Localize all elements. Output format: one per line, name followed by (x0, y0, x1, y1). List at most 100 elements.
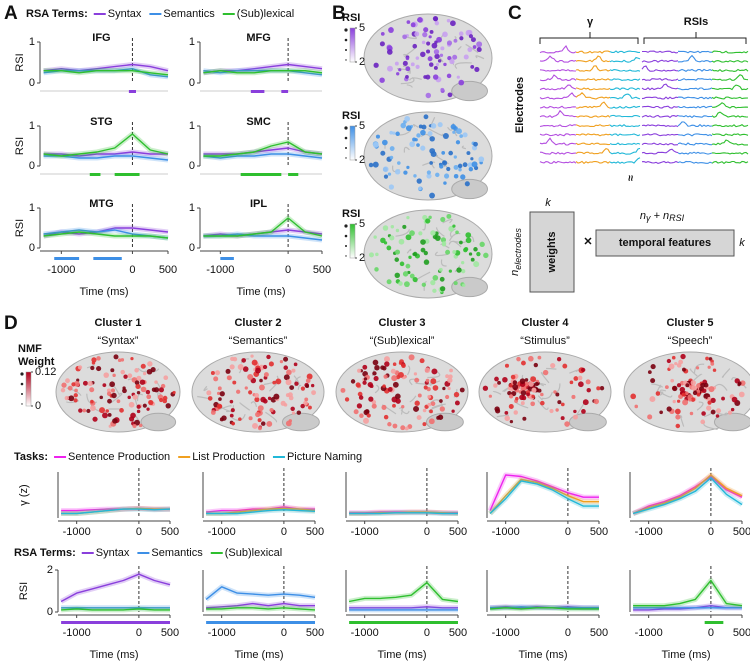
line-plot: -1000 0 500 (629, 468, 750, 538)
electrode (285, 420, 292, 427)
sulcus (693, 363, 705, 373)
size-key (21, 403, 23, 405)
electrode (136, 404, 141, 409)
electrode (731, 396, 738, 403)
electrode (383, 414, 389, 420)
x-tick-label: 0 (708, 627, 714, 639)
electrode (421, 124, 427, 130)
y-tick-label: 0 (29, 242, 35, 254)
electrode (462, 283, 466, 287)
electrode (452, 130, 456, 134)
electrode (248, 416, 253, 421)
electrode (305, 384, 310, 388)
electrode (146, 368, 153, 375)
electrode (460, 174, 466, 180)
significance-bar (220, 257, 234, 260)
legend-label: Sentence Production (68, 451, 170, 463)
electrode (430, 279, 436, 286)
electrode (359, 413, 364, 418)
size-key (345, 245, 347, 247)
electrode (413, 372, 418, 376)
electrode (710, 361, 715, 366)
electrode (380, 150, 386, 156)
electrode (127, 373, 133, 379)
electrode (406, 20, 411, 24)
electrode (106, 388, 111, 393)
electrode (478, 156, 485, 163)
electrode (435, 172, 440, 178)
electrode (401, 363, 406, 368)
series-line (203, 153, 323, 159)
brain (335, 351, 469, 433)
electrode (103, 372, 110, 378)
electrode (158, 387, 165, 393)
trace (539, 84, 577, 91)
electrode (146, 394, 152, 400)
sulcus (454, 265, 461, 273)
x-tick-label: 500 (590, 627, 608, 639)
x-tick-label: -1000 (208, 526, 236, 538)
electrode (250, 354, 254, 358)
electrode (647, 370, 652, 375)
electrode (218, 404, 223, 409)
electrode (73, 380, 80, 387)
electrode (569, 380, 574, 385)
electrode (427, 131, 433, 137)
electrode (593, 398, 600, 405)
electrode (136, 375, 142, 381)
electrode (451, 409, 455, 413)
electrode (380, 31, 385, 36)
cerebellum (425, 412, 464, 432)
electrode (215, 370, 221, 376)
times-sign: ✕ (583, 236, 592, 248)
electrode (304, 397, 309, 402)
electrode (707, 400, 712, 405)
electrode (449, 368, 453, 373)
electrode (375, 252, 379, 257)
panel-label: D (4, 313, 18, 334)
electrode (437, 414, 444, 420)
electrode (433, 65, 438, 70)
electrode (483, 252, 489, 259)
trace (677, 160, 713, 164)
electrode (442, 160, 446, 164)
electrode (237, 363, 244, 370)
electrode (470, 37, 476, 43)
electrode (388, 27, 394, 33)
electrode (700, 419, 706, 425)
electrode (586, 387, 591, 393)
cerebellum (451, 276, 489, 298)
electrode (372, 371, 377, 376)
electrode (74, 388, 78, 393)
n-symbol: n (509, 270, 521, 276)
electrode (120, 369, 125, 375)
cerebellum (568, 412, 607, 432)
electrode (402, 271, 409, 277)
line-plot: 01 (29, 120, 169, 176)
size-key (344, 28, 348, 32)
sulcus (537, 399, 549, 410)
series-line (632, 475, 743, 515)
electrode (599, 385, 605, 391)
feature-count: nγ + nRSI (640, 210, 685, 223)
electrode (423, 114, 429, 120)
electrode (387, 387, 393, 392)
electrode (650, 364, 656, 370)
electrode (578, 381, 584, 388)
legend-label: Semantics (151, 547, 203, 559)
electrode (402, 60, 408, 66)
size-key (344, 38, 348, 42)
electrode (260, 421, 266, 426)
sulcus (137, 367, 147, 373)
electrode (105, 409, 109, 413)
electrode (572, 414, 578, 420)
electrode (676, 363, 682, 368)
trace (539, 55, 577, 63)
electrode (268, 361, 274, 367)
electrode (402, 34, 407, 40)
electrode (531, 394, 535, 399)
electrode (550, 363, 556, 369)
trace (641, 142, 679, 146)
colorbar-tick-label: 5 (359, 22, 365, 34)
electrode (533, 362, 539, 368)
